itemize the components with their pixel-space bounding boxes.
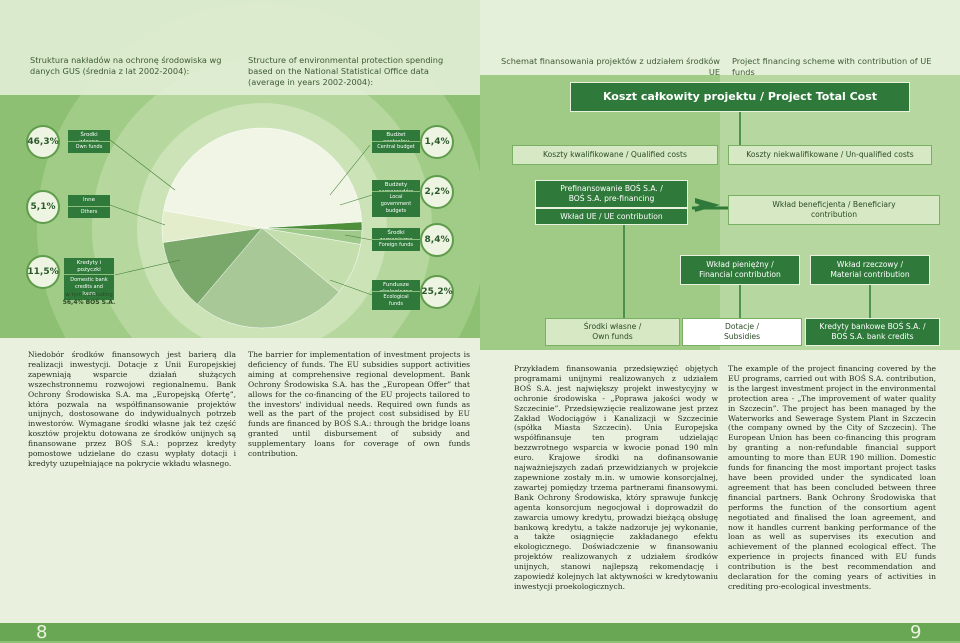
box: Kredyty bankowe BOŚ S.A. / BOŚ S.A. bank… xyxy=(805,318,940,346)
page-number: 9 xyxy=(910,622,922,643)
box: Środki własne / Own funds xyxy=(545,318,680,346)
note: w tym / including xyxy=(65,292,113,298)
pie xyxy=(161,127,363,329)
text-band xyxy=(0,338,480,623)
box: Koszty niekwalifikowane / Un-qualified c… xyxy=(728,145,932,165)
paragraph: Przykładem finansowania przedsięwzięć ob… xyxy=(514,364,718,591)
paragraph: Niedobór środków finansowych jest barier… xyxy=(28,350,236,468)
header: Struktura nakładów na ochronę środowiska… xyxy=(30,55,222,76)
pie-slice xyxy=(196,227,340,329)
pie-slice xyxy=(163,127,363,229)
label: Local government budgets xyxy=(372,191,420,217)
box: Prefinansowanie BOŚ S.A. / BOŚ S.A. pre-… xyxy=(535,180,688,208)
box: Wkład UE / UE contribution xyxy=(535,208,688,225)
box: Wkład beneficjenta / Beneficiary contrib… xyxy=(728,195,940,225)
label: Own funds xyxy=(68,141,110,153)
label: Inne xyxy=(68,195,110,206)
label: Ecological funds xyxy=(372,291,420,310)
footer-band xyxy=(0,623,960,641)
header-band xyxy=(480,0,960,75)
leaders xyxy=(109,112,871,318)
header-band xyxy=(0,0,480,95)
paragraph: The barrier for implementation of invest… xyxy=(248,350,470,459)
note: 56,4% BOŚ S.A. xyxy=(62,299,116,306)
box: Wkład pieniężny / Financial contribution xyxy=(680,255,800,285)
label: Central budget xyxy=(372,141,420,153)
header: Schemat finansowania projektów z udziałe… xyxy=(501,56,720,77)
pct: 5,1% xyxy=(26,190,60,224)
pct: 1,4% xyxy=(420,125,454,159)
pie-slice xyxy=(161,210,263,243)
box: Dotacje / Subsidies xyxy=(682,318,802,346)
label: Others xyxy=(68,206,110,218)
pct: 46,3% xyxy=(26,125,60,159)
header: Structure of environmental protection sp… xyxy=(248,55,444,87)
pct: 8,4% xyxy=(420,223,454,257)
page-number: 8 xyxy=(36,622,48,643)
pct: 11,5% xyxy=(26,255,60,289)
pct: 25,2% xyxy=(420,275,454,309)
box: Koszt całkowity projektu / Project Total… xyxy=(570,82,910,112)
paragraph: The example of the project financing cov… xyxy=(728,364,936,591)
text-band xyxy=(480,350,960,623)
label: Domestic bank credits and loans xyxy=(64,274,114,300)
box: Wkład rzeczowy / Material contribution xyxy=(810,255,930,285)
header: Project financing scheme with contributi… xyxy=(732,56,932,77)
pct: 2,2% xyxy=(420,175,454,209)
pie-slice xyxy=(162,227,263,305)
box: Koszty kwalifikowane / Qualified costs xyxy=(512,145,718,165)
label: Foreign funds xyxy=(372,239,420,251)
